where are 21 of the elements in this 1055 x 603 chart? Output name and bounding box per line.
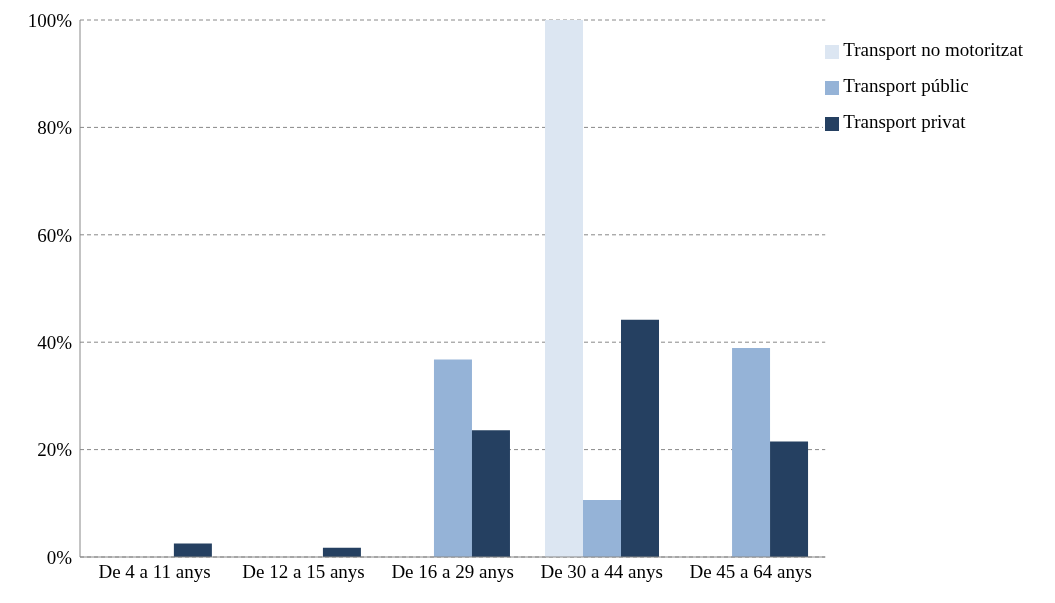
y-tick-label: 0%	[46, 546, 73, 568]
legend-label: Transport no motoritzat	[843, 39, 1023, 60]
bar	[770, 441, 809, 557]
y-tick-label: 40%	[37, 331, 73, 353]
bar	[732, 348, 771, 557]
x-tick-label: De 16 a 29 anys	[391, 561, 514, 583]
y-tick-label: 20%	[37, 439, 73, 461]
bar	[621, 319, 660, 557]
bar	[471, 430, 510, 557]
y-tick-label: 60%	[37, 224, 73, 246]
x-tick-label: De 30 a 44 anys	[540, 561, 663, 583]
x-tick-label: De 45 a 64 anys	[689, 561, 812, 583]
y-tick-label: 100%	[27, 9, 73, 31]
legend-label: Transport privat	[843, 111, 966, 132]
bar	[433, 359, 472, 557]
bar	[583, 500, 622, 557]
x-tick-label: De 4 a 11 anys	[98, 561, 211, 583]
bar	[545, 20, 584, 557]
legend-label: Transport públic	[843, 75, 969, 96]
x-tick-label: De 12 a 15 anys	[242, 561, 365, 583]
y-tick-label: 80%	[37, 117, 73, 139]
